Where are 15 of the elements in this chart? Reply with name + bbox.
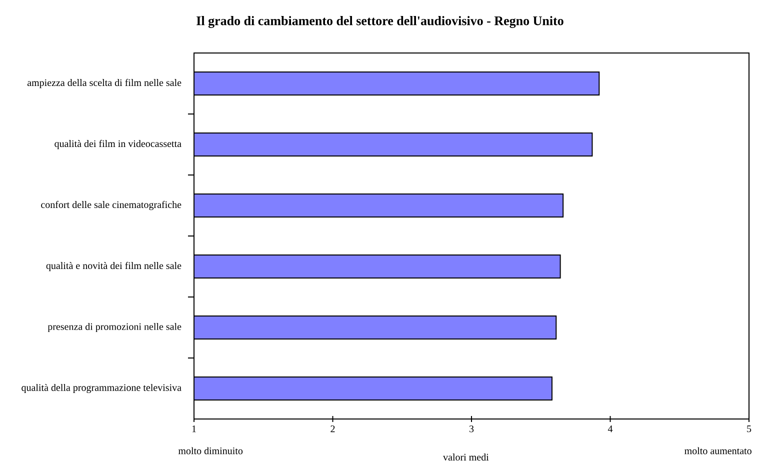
x-axis-title: valori medi (443, 454, 489, 461)
text: molto diminuito (178, 447, 243, 454)
y-tick-label: confort delle sale cinematografiche (41, 200, 182, 210)
x-tick-label: 5 (747, 426, 752, 432)
y-tick-label: qualità e novità dei film nelle sale (46, 262, 182, 272)
y-tick-label: presenza di promozioni nelle sale (48, 322, 182, 332)
chart-title: Il grado di cambiamento del settore dell'audiovisivo - Regno Unito (196, 16, 564, 28)
y-tick-label: ampiezza della scelta di film nelle sale (27, 78, 182, 88)
y-tick-label: qualità della programmazione televisiva (22, 384, 182, 394)
x-tick-label: 4 (608, 426, 613, 432)
x-tick-label: 2 (330, 426, 335, 432)
y-tick-label: qualità dei film in videocassetta (54, 140, 182, 150)
text: molto aumentato (684, 447, 752, 454)
x-tick-label: 3 (469, 426, 474, 432)
x-tick-label: 1 (192, 426, 196, 432)
